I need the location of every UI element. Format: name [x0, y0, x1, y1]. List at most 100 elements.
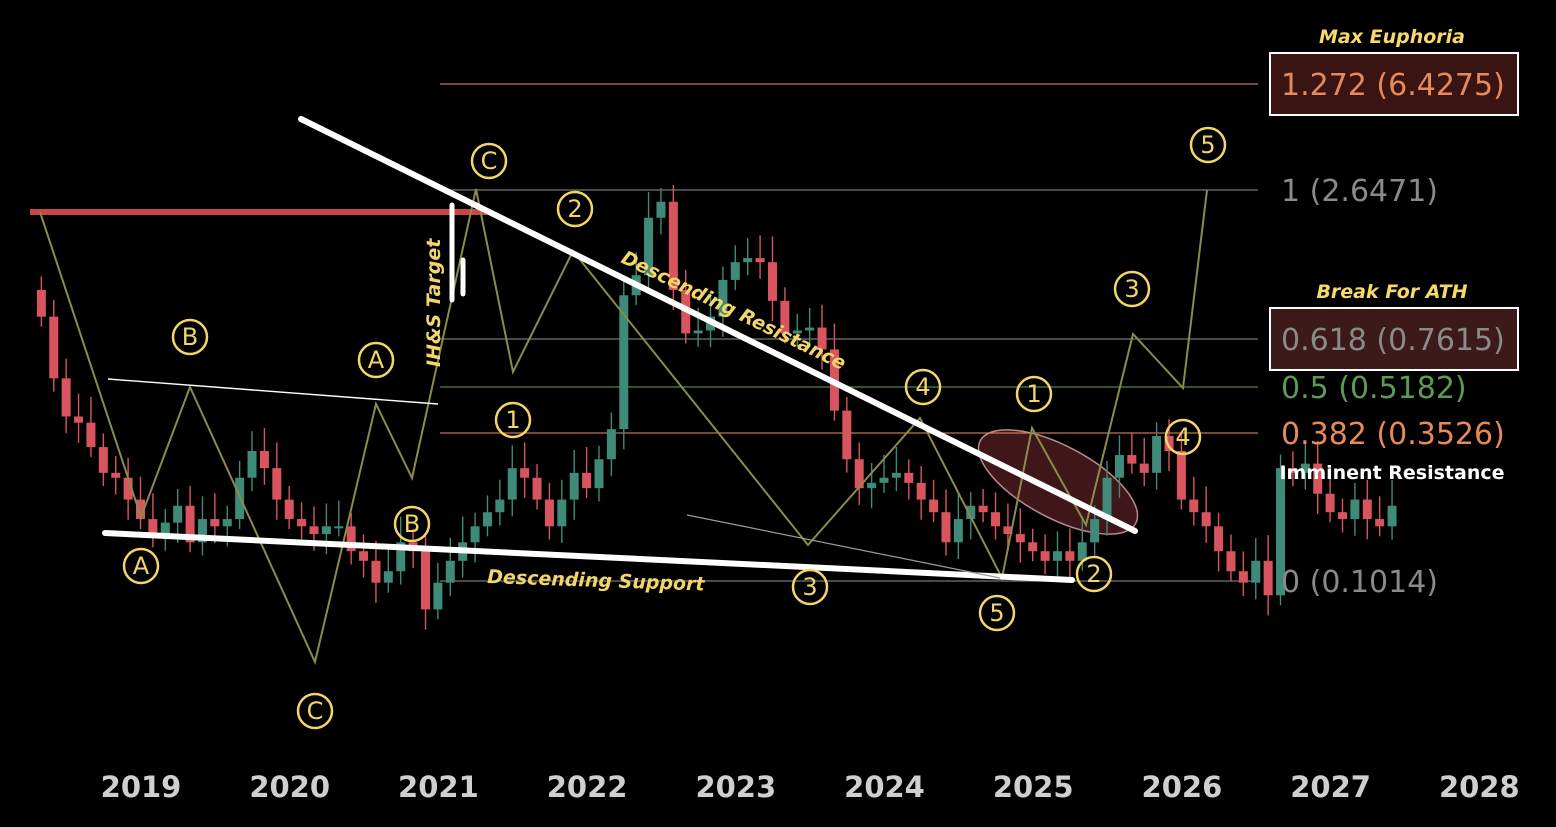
candle-body: [644, 217, 654, 276]
wave-circle: [556, 190, 594, 228]
x-tick-label: 2020: [249, 770, 330, 804]
wave-circle: [1015, 375, 1053, 413]
candle-body: [557, 499, 567, 527]
descending-support-line: [102, 530, 1075, 583]
candle-body: [941, 512, 951, 543]
candle-body: [1387, 505, 1397, 527]
neckline: [107, 378, 439, 405]
candle-body: [916, 482, 926, 500]
fib-label-3: 0.5 (0.5182): [1281, 371, 1467, 406]
candle-body: [693, 330, 703, 334]
wave-label: 2: [567, 195, 582, 223]
candle-body: [755, 258, 765, 263]
candle-body: [594, 459, 604, 489]
trendlines: [102, 116, 1138, 583]
candle-body: [1375, 519, 1385, 527]
candle-body: [185, 505, 195, 543]
candle-body: [396, 542, 406, 572]
candle-body: [297, 519, 307, 527]
candle-body: [544, 499, 554, 527]
candle-body: [507, 468, 517, 500]
wave-label: 3: [1124, 275, 1139, 303]
descending-resistance-line: [298, 116, 1138, 534]
candle-body: [210, 519, 220, 527]
candle-body: [1189, 499, 1199, 513]
fib-label-5: 0 (0.1014): [1281, 565, 1438, 600]
wave-label: A: [133, 552, 150, 580]
wave-label: B: [404, 510, 420, 538]
candle-body: [259, 450, 269, 469]
candle-body: [36, 289, 46, 317]
candle-body: [371, 560, 381, 583]
candle-body: [854, 459, 864, 489]
candle-body: [433, 582, 443, 610]
candle-body: [1251, 560, 1261, 583]
wave-circle: [1189, 126, 1227, 164]
wave-circle: [296, 692, 334, 730]
candle-body: [1325, 493, 1335, 513]
candle-body: [891, 472, 901, 478]
fib-label-4: 0.382 (0.3526): [1281, 417, 1505, 452]
candle-body: [136, 499, 146, 520]
candle-body: [272, 468, 282, 500]
candle-body: [606, 429, 616, 460]
wave-label: 2: [1086, 560, 1101, 588]
fib-note-4: Imminent Resistance: [1279, 462, 1504, 484]
fib-box-0: [1269, 52, 1519, 116]
candle-body: [1077, 542, 1087, 561]
candle-body: [569, 472, 579, 500]
wave-circle: [904, 368, 942, 406]
candle-body: [966, 505, 976, 520]
candle-body: [953, 519, 963, 543]
x-tick-label: 2019: [101, 770, 182, 804]
candle-body: [334, 526, 344, 529]
candle-body: [619, 295, 629, 430]
candle-body: [1300, 463, 1310, 473]
wave-label: B: [182, 323, 198, 351]
candle-body: [582, 472, 592, 489]
candle-body: [991, 512, 1001, 527]
x-tick-label: 2021: [398, 770, 479, 804]
wave-labels: A B C A B C 1 2 3 4 5 1 2 3 4 5: [122, 126, 1227, 730]
candle-body: [309, 526, 319, 535]
candle-body: [160, 522, 170, 535]
candle-body: [1114, 455, 1124, 478]
wave-circle: [978, 594, 1016, 632]
candle-body: [1276, 468, 1286, 596]
fib-label-0: 1.272 (6.4275): [1281, 68, 1505, 103]
candle-body: [1065, 551, 1075, 561]
candle-body: [520, 468, 530, 478]
candle-body: [780, 300, 790, 334]
candle-body: [730, 262, 740, 280]
candle-body: [284, 499, 294, 520]
fib-levels: [30, 83, 1258, 582]
candle-body: [1226, 551, 1236, 572]
candle-body: [842, 410, 852, 460]
candle-body: [1102, 477, 1112, 520]
wave-circle: [1164, 418, 1202, 456]
candle-body: [743, 258, 753, 263]
candle-body: [61, 378, 71, 417]
candle-body: [74, 416, 84, 423]
candle-body: [1164, 435, 1174, 451]
wave-circle: [1113, 270, 1151, 308]
candle-body: [1288, 468, 1298, 473]
candle-body: [1176, 450, 1186, 500]
x-tick-label: 2023: [695, 770, 776, 804]
candle-body: [1052, 551, 1062, 561]
candle-body: [383, 571, 393, 583]
wave-label: C: [307, 697, 324, 725]
candle-body: [792, 330, 802, 334]
wave-circle: [494, 401, 532, 439]
candle-body: [867, 482, 877, 489]
candle-body: [482, 512, 492, 527]
candle-body: [173, 505, 183, 523]
candle-body: [247, 450, 257, 478]
candle-body: [1350, 499, 1360, 520]
candle-body: [1003, 526, 1013, 535]
wave-circle: [393, 505, 431, 543]
candle-body: [197, 519, 207, 543]
candle-body: [148, 519, 158, 535]
highlight-zone-layer: [977, 429, 1139, 535]
inner-support-line: [686, 514, 1001, 579]
